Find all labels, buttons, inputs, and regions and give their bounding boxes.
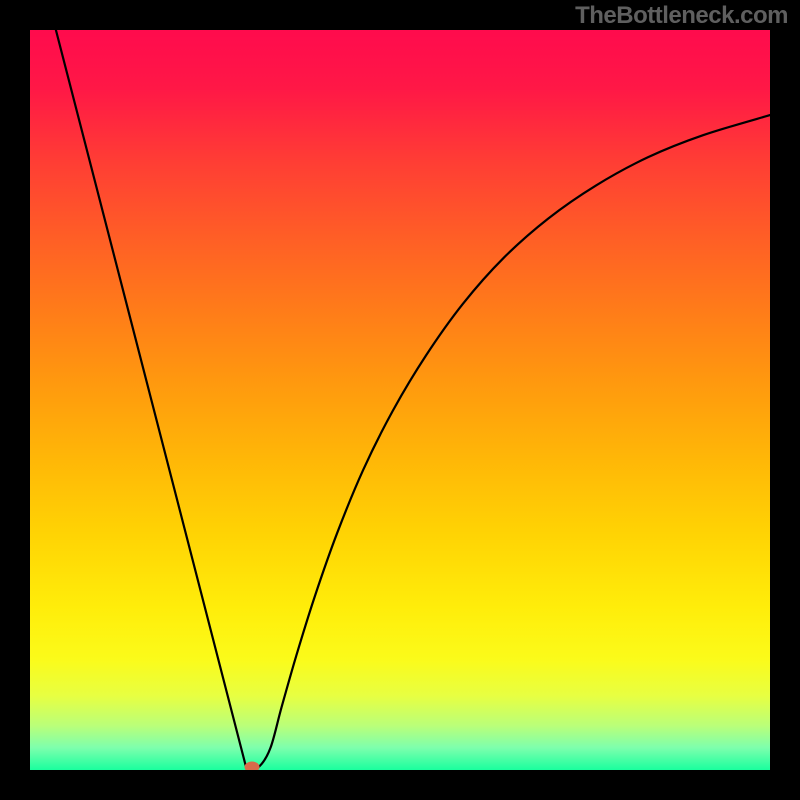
watermark-text: TheBottleneck.com — [575, 2, 788, 30]
plot-area — [30, 30, 770, 770]
chart-container: TheBottleneck.com — [0, 0, 800, 800]
